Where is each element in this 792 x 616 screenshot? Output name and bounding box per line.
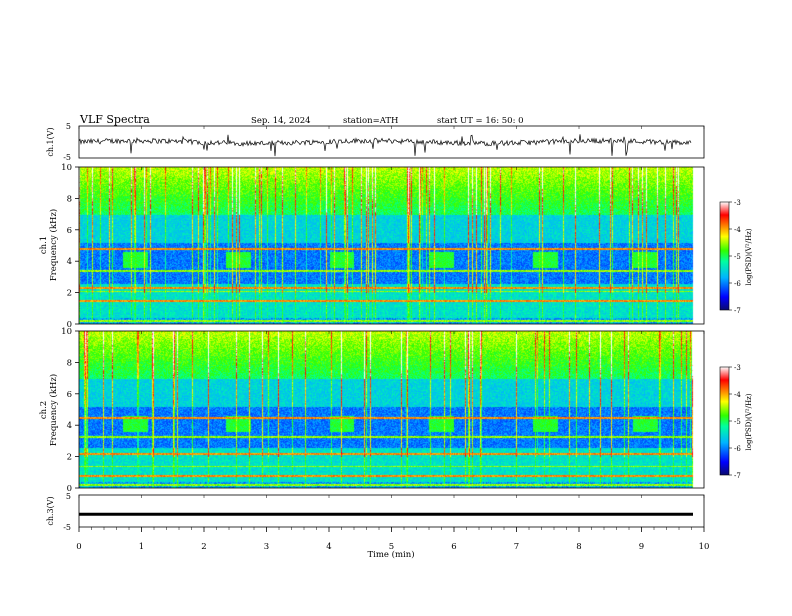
ch2-colorbar-ticks: -3 -4 -5 -6 -7 — [729, 364, 741, 480]
ch2-spectrogram-yticks: 10 8 6 4 2 0 — [61, 327, 79, 494]
ch1-channel-label: ch.1 — [39, 236, 49, 254]
ch2-spectrogram-image-holder — [79, 331, 704, 488]
ch3-ytick-top: 5 — [66, 492, 71, 501]
ch1-colorbar-scale — [719, 201, 730, 311]
ch1-waveform-trace — [78, 134, 692, 157]
frequency-tick-label: 2 — [67, 289, 72, 299]
colorbar-tick-label: -6 — [734, 445, 741, 453]
colorbar-tick-label: -5 — [734, 253, 741, 261]
start-time-label: start UT = 16: 50: 0 — [437, 116, 524, 126]
ch1-ytick-top: 5 — [66, 122, 71, 131]
time-tick-label: 0 — [76, 542, 81, 552]
frequency-tick-label: 4 — [67, 421, 72, 431]
ch1-spectrogram-panel: 10 8 6 4 2 0 ch.1 Frequency (kHz) — [39, 163, 705, 330]
frequency-tick-label: 8 — [67, 358, 72, 368]
ch2-frequency-label: Frequency (kHz) — [48, 374, 59, 446]
ch1-ytick-bottom: -5 — [63, 153, 71, 162]
frequency-tick-label: 0 — [67, 484, 72, 494]
station-label: station=ATH — [343, 116, 398, 126]
ch2-spectrogram-image — [79, 331, 704, 488]
colorbar-tick-label: -7 — [734, 472, 741, 480]
colorbar-tick-label: -5 — [734, 418, 741, 426]
ch2-colorbar: -3 -4 -5 -6 -7 log(PSD)(V²/Hz) — [719, 364, 753, 480]
time-tick-label: 3 — [264, 542, 269, 552]
colorbar-tick-label: -3 — [734, 364, 741, 372]
time-tick-label: 9 — [639, 542, 644, 552]
frequency-tick-label: 2 — [67, 453, 72, 463]
frequency-tick-label: 6 — [67, 226, 72, 236]
ch2-spectrogram-panel: 10 8 6 4 2 0 ch.2 Frequency (kHz) — [39, 327, 705, 494]
time-tick-label: 10 — [699, 542, 710, 552]
ch1-spectrogram-image-holder — [79, 167, 704, 324]
ch3-ytick-bottom: -5 — [63, 523, 71, 532]
time-tick-label: 4 — [326, 542, 331, 552]
ch1-waveform-panel: 5 -5 ch.1(V) — [46, 122, 705, 162]
frequency-tick-label: 10 — [61, 327, 72, 337]
ch1-spectrogram-yticks: 10 8 6 4 2 0 — [61, 163, 79, 330]
time-tick-label: 8 — [576, 542, 581, 552]
ch1-colorbar-ticks: -3 -4 -5 -6 -7 — [729, 199, 741, 315]
ch1-colorbar: -3 -4 -5 -6 -7 log(PSD)(V²/Hz) — [719, 199, 753, 315]
colorbar-tick-label: -3 — [734, 199, 741, 207]
time-axis-label: Time (min) — [367, 549, 414, 560]
time-tick-label: 2 — [201, 542, 206, 552]
ch1-frequency-label: Frequency (kHz) — [48, 209, 59, 281]
ch2-colorbar-scale — [719, 366, 730, 476]
time-tick-label: 7 — [514, 542, 519, 552]
ch3-waveform-panel: 5 -5 ch.3(V) — [46, 492, 705, 532]
time-tick-label: 1 — [139, 542, 144, 552]
ch1-waveform-ylabel: ch.1(V) — [46, 127, 55, 156]
time-axis: 0 1 2 3 4 5 6 7 8 9 10 — [76, 126, 709, 552]
time-tick-label: 6 — [451, 542, 456, 552]
time-tick-label: 5 — [389, 542, 394, 552]
date-label: Sep. 14, 2024 — [251, 116, 311, 126]
ch1-colorbar-label: log(PSD)(V²/Hz) — [745, 228, 753, 285]
colorbar-tick-label: -4 — [734, 391, 741, 399]
frequency-tick-label: 0 — [67, 320, 72, 330]
frequency-tick-label: 6 — [67, 390, 72, 400]
colorbar-tick-label: -7 — [734, 307, 741, 315]
ch2-channel-label: ch.2 — [39, 401, 49, 419]
frequency-tick-label: 8 — [67, 194, 72, 204]
ch2-colorbar-label: log(PSD)(V²/Hz) — [745, 393, 753, 450]
figure-title: VLF Spectra — [79, 113, 150, 126]
ch3-waveform-frame — [78, 494, 705, 528]
colorbar-tick-label: -6 — [734, 280, 741, 288]
ch3-waveform-ylabel: ch.3(V) — [46, 496, 55, 525]
ch1-spectrogram-image — [79, 167, 704, 324]
frequency-tick-label: 4 — [67, 257, 72, 267]
frequency-tick-label: 10 — [61, 163, 72, 173]
colorbar-tick-label: -4 — [734, 226, 741, 234]
